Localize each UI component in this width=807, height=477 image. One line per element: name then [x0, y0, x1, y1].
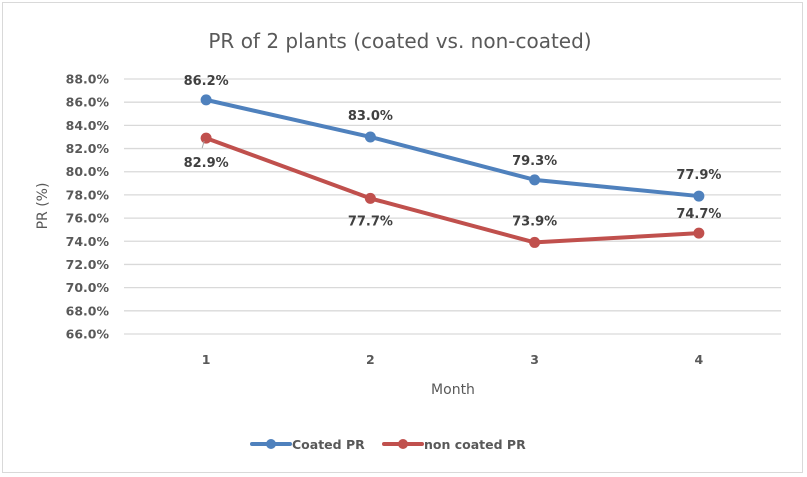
series-line-non-coated — [204, 136, 701, 245]
x-tick-label: 2 — [366, 352, 375, 367]
y-axis-label: PR (%) — [35, 183, 51, 230]
y-axis-ticks: 88.0% 86.0% 84.0% 82.0% 80.0% 78.0% 76.0% 74.0%… — [66, 72, 110, 342]
legend-label: Coated PR — [292, 437, 365, 452]
data-point — [364, 131, 376, 143]
y-tick-label: 82.0% — [66, 141, 110, 156]
legend-label: non coated PR — [424, 437, 526, 452]
data-label: 77.7% — [348, 214, 393, 229]
data-point — [529, 174, 541, 186]
y-tick-label: 76.0% — [66, 211, 110, 226]
y-tick-label: 66.0% — [66, 327, 110, 342]
y-tick-label: 70.0% — [66, 280, 110, 295]
data-labels-layer: 86.2% 83.0% 79.3% 77.9% 82.9% 77.7% 73.9% 74.7% — [184, 74, 722, 230]
y-tick-label: 68.0% — [66, 303, 110, 318]
data-label: 79.3% — [512, 154, 557, 169]
data-label: 82.9% — [184, 156, 229, 171]
x-axis-label: Month — [431, 382, 475, 398]
x-tick-label: 4 — [695, 352, 704, 367]
x-tick-label: 3 — [530, 352, 539, 367]
y-tick-label: 86.0% — [66, 95, 110, 110]
series-line-coated — [204, 97, 701, 199]
data-label: 77.9% — [676, 168, 721, 183]
y-tick-label: 84.0% — [66, 118, 110, 133]
data-point — [693, 227, 705, 239]
series-layer — [200, 94, 705, 248]
y-tick-label: 88.0% — [66, 72, 110, 87]
x-axis-ticks: 1 2 3 4 — [202, 352, 704, 367]
y-tick-label: 80.0% — [66, 164, 110, 179]
chart-title: PR of 2 plants (coated vs. non-coated) — [208, 29, 591, 53]
data-point — [200, 132, 212, 144]
data-label: 86.2% — [184, 74, 229, 89]
leader-line — [201, 140, 205, 149]
x-tick-label: 1 — [202, 352, 211, 367]
data-label: 83.0% — [348, 109, 393, 124]
data-point — [364, 192, 376, 204]
data-label: 73.9% — [512, 214, 557, 229]
y-tick-label: 78.0% — [66, 187, 110, 202]
legend-marker — [398, 439, 408, 449]
legend-marker — [266, 439, 276, 449]
data-point — [529, 236, 541, 248]
y-tick-label: 72.0% — [66, 257, 110, 272]
data-point — [200, 94, 212, 106]
legend: Coated PR non coated PR — [250, 437, 526, 452]
y-tick-label: 74.0% — [66, 234, 110, 249]
data-point — [693, 190, 705, 202]
data-label: 74.7% — [676, 207, 721, 222]
